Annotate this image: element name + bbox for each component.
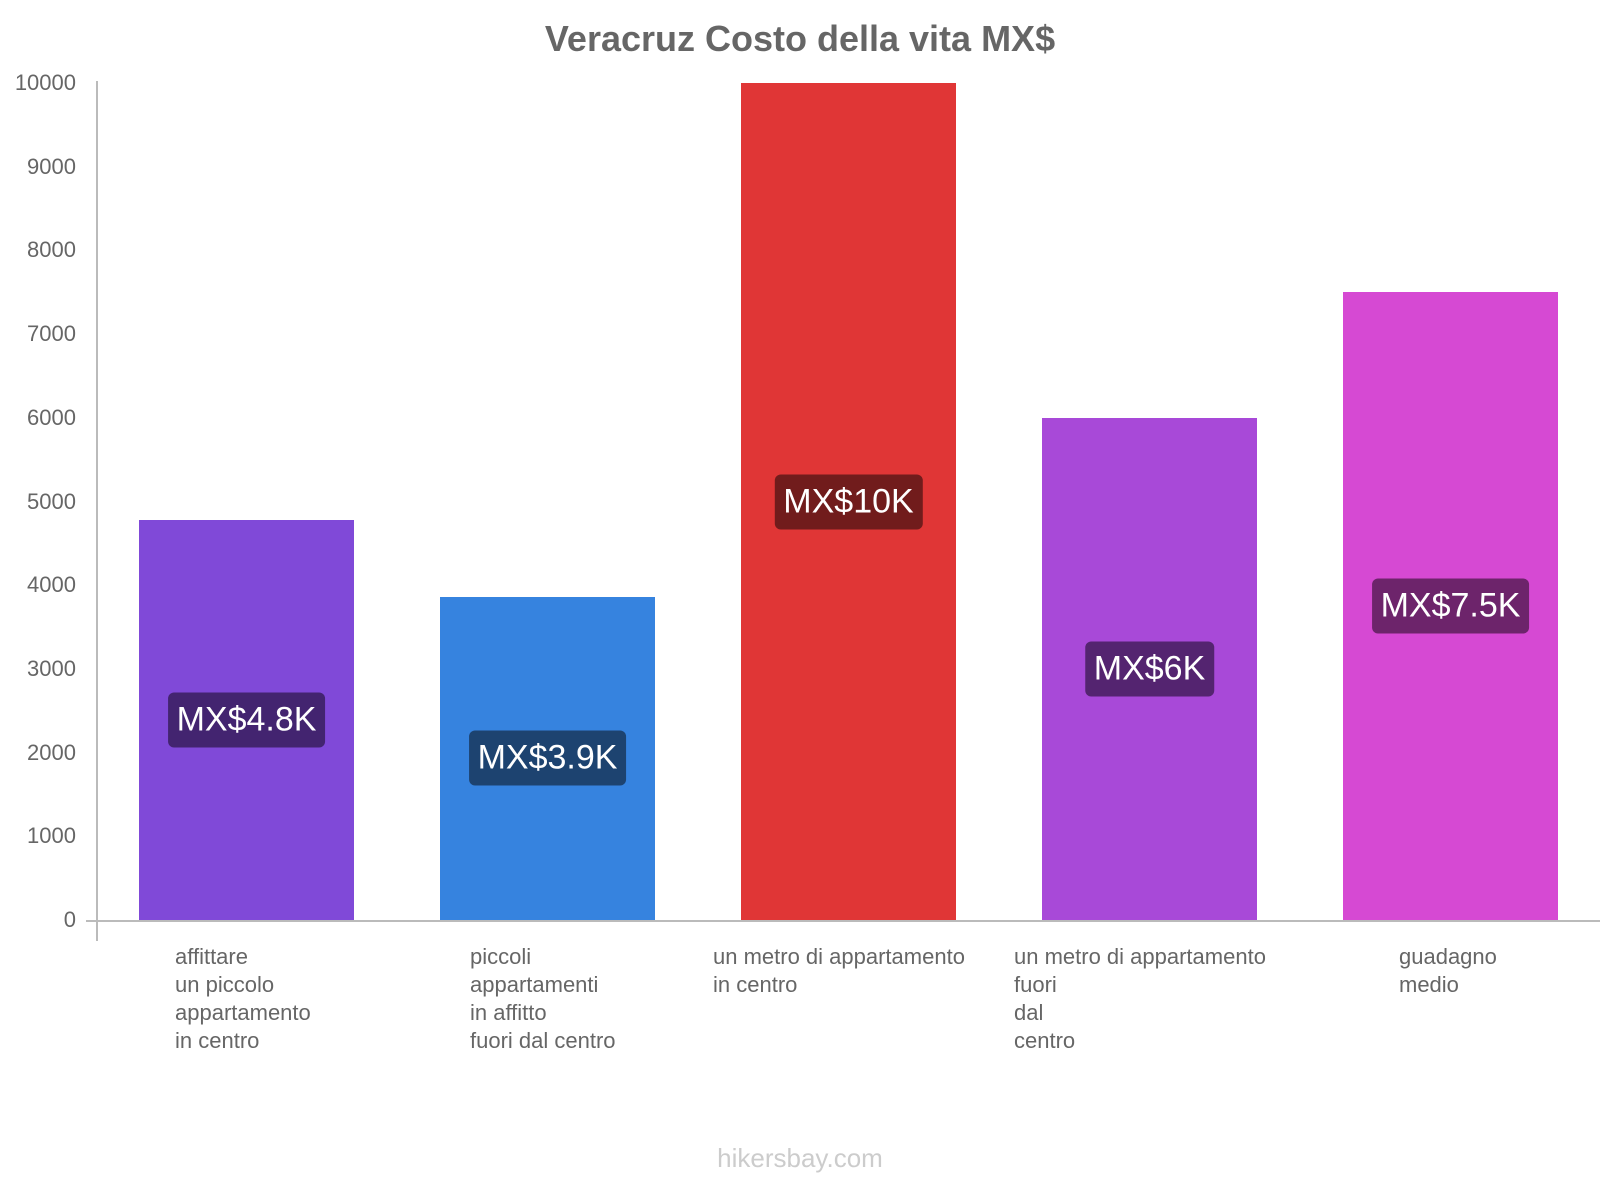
y-tick-label: 8000 bbox=[27, 237, 76, 263]
x-category-label-line: affittare bbox=[175, 944, 248, 969]
x-category-label: un metro di appartamento in centro bbox=[713, 943, 965, 999]
x-category-label-line: piccoli bbox=[470, 944, 532, 969]
x-category-label-line: appartamenti bbox=[470, 972, 599, 997]
bar[interactable]: MX$7.5K bbox=[1343, 292, 1558, 920]
bar-value-label: MX$6K bbox=[1084, 641, 1215, 697]
y-tick-label: 3000 bbox=[27, 655, 76, 681]
bar-value-label: MX$7.5K bbox=[1371, 578, 1530, 634]
x-category-label: affittare un piccolo appartamento in centro bbox=[175, 943, 311, 1055]
x-category-label: guadagno medio bbox=[1399, 943, 1497, 999]
y-tick-label: 7000 bbox=[27, 321, 76, 347]
x-category-label-line: in centro bbox=[175, 1028, 260, 1053]
y-axis bbox=[96, 81, 98, 941]
watermark: hikersbay.com bbox=[717, 1143, 883, 1173]
x-category-label-line: guadagno bbox=[1399, 944, 1497, 969]
x-category-label-line: un piccolo bbox=[175, 972, 275, 997]
bar-value-label: MX$10K bbox=[774, 474, 923, 529]
x-category-label-line: in centro bbox=[713, 972, 798, 997]
x-category-label-line: medio bbox=[1399, 972, 1459, 997]
y-tick-label: 10000 bbox=[14, 70, 76, 95]
x-category-label-line: dal bbox=[1014, 1000, 1044, 1025]
x-category-label-line: appartamento bbox=[175, 1000, 311, 1025]
y-tick-mark bbox=[86, 920, 96, 922]
x-category-label: un metro di appartamento fuori dal centro bbox=[1014, 943, 1266, 1055]
x-category-label-line: fuori dal centro bbox=[470, 1028, 616, 1053]
y-tick-label: 1000 bbox=[27, 823, 76, 849]
y-tick-label: 4000 bbox=[27, 572, 76, 598]
x-category-label: piccoli appartamenti in affitto fuori dal c… bbox=[470, 943, 616, 1055]
bar[interactable]: MX$4.8K bbox=[139, 519, 354, 920]
y-tick-label: 2000 bbox=[27, 739, 76, 765]
bar[interactable]: MX$3.9K bbox=[440, 596, 655, 920]
y-tick-label: 6000 bbox=[27, 404, 76, 430]
x-category-label-line: centro bbox=[1014, 1028, 1076, 1053]
bar[interactable]: MX$6K bbox=[1042, 417, 1257, 920]
y-tick-label: 5000 bbox=[27, 488, 76, 514]
y-tick-label: 0 bbox=[63, 907, 76, 932]
x-category-label-line: un metro di appartamento bbox=[1014, 944, 1266, 969]
x-axis bbox=[86, 920, 1600, 922]
chart-title: Veracruz Costo della vita MX$ bbox=[544, 18, 1056, 59]
x-category-label-line: un metro di appartamento bbox=[713, 944, 965, 969]
bar[interactable]: MX$10K bbox=[741, 83, 956, 920]
y-tick-label: 9000 bbox=[27, 153, 76, 179]
bar-value-label: MX$4.8K bbox=[167, 692, 326, 748]
x-category-label-line: in affitto bbox=[470, 1000, 547, 1025]
bar-value-label: MX$3.9K bbox=[468, 730, 627, 786]
x-category-label-line: fuori bbox=[1014, 972, 1057, 997]
